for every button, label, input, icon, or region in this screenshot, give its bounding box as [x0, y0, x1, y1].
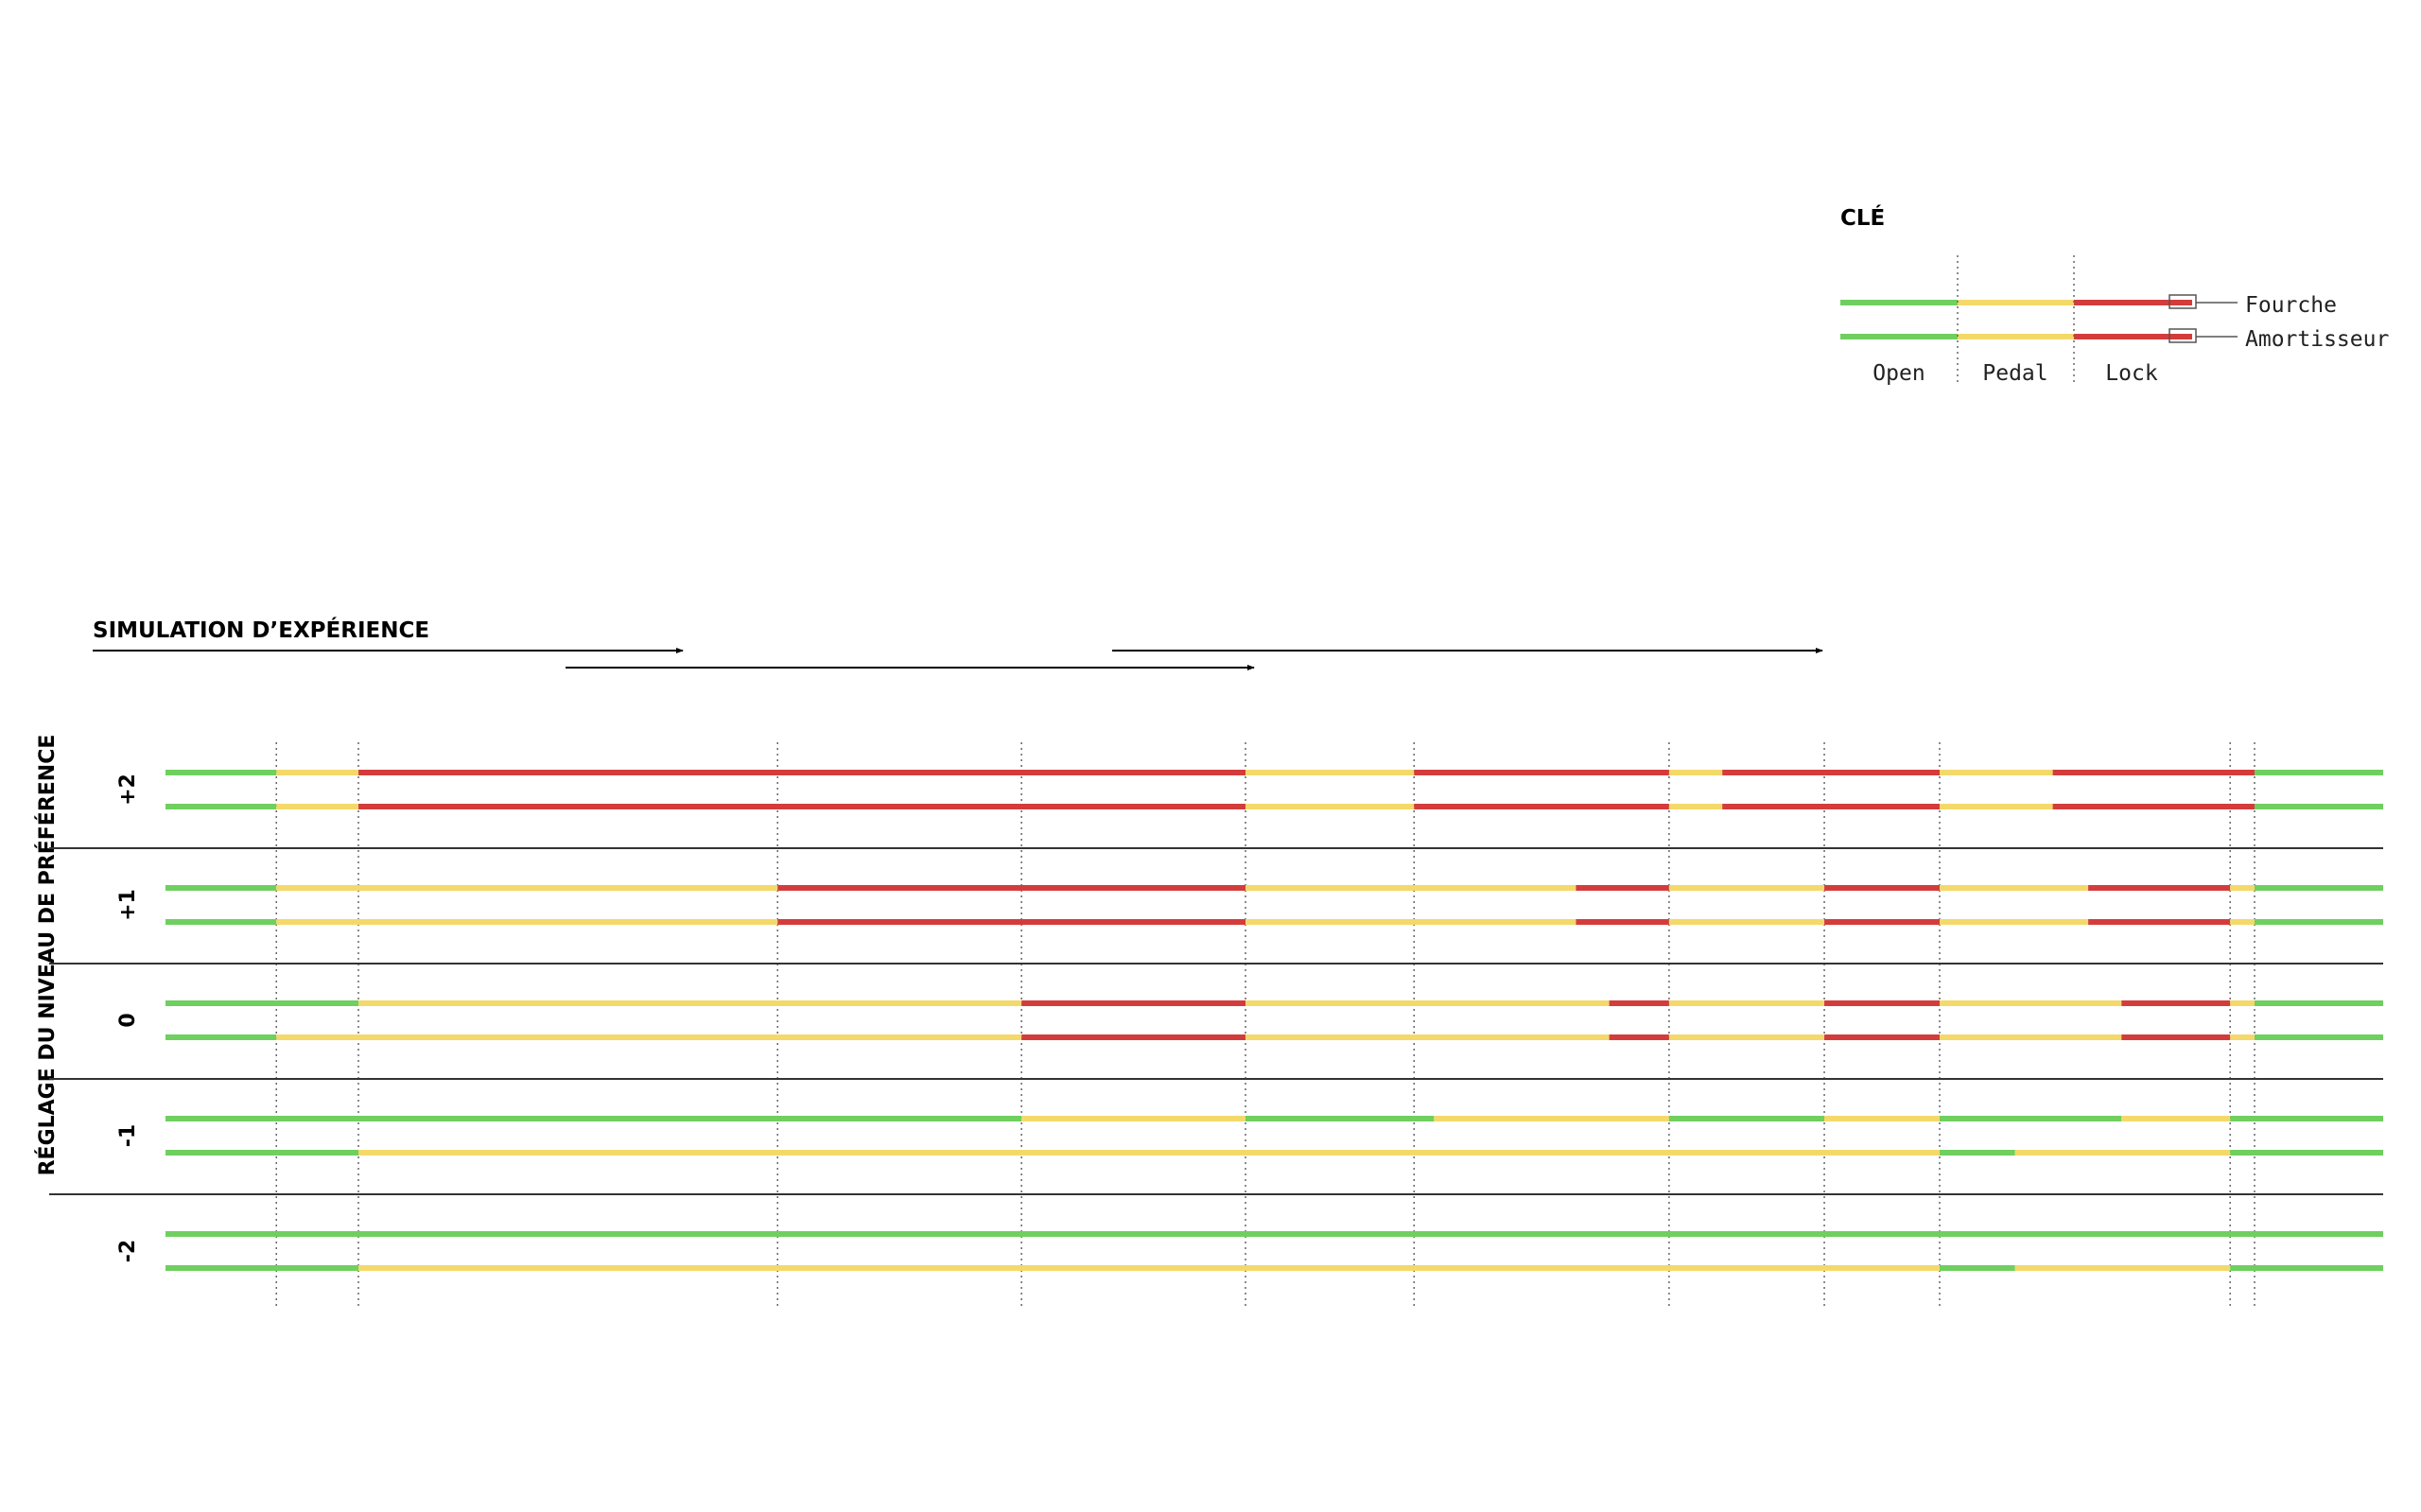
legend: CLÉ Open Pedal Lock Fourche Amortisseur [1840, 204, 2389, 386]
legend-title: CLÉ [1840, 204, 1885, 231]
legend-state-pedal: Pedal [1982, 361, 2047, 386]
row-label: -2 [116, 1240, 140, 1262]
row-label: -1 [116, 1124, 140, 1147]
chart-title: SIMULATION D’EXPÉRIENCE [93, 617, 429, 643]
row-label: +1 [116, 889, 140, 921]
legend-state-lock: Lock [2105, 361, 2158, 386]
legend-tracks [1840, 300, 2192, 339]
y-axis-label: RÉGLAGE DU NIVEAU DE PRÉFÉRENCE [35, 735, 60, 1176]
legend-bracket [2168, 328, 2197, 343]
legend-bracket [2168, 294, 2197, 309]
legend-state-open: Open [1872, 361, 1925, 386]
row-label: +2 [116, 773, 140, 806]
legend-line-fourche: Fourche [2245, 293, 2337, 318]
row-label: 0 [116, 1013, 140, 1027]
legend-line-amortisseur: Amortisseur [2245, 327, 2389, 352]
plot-area: +2 +1 0 -1 -2 [49, 742, 2383, 1308]
